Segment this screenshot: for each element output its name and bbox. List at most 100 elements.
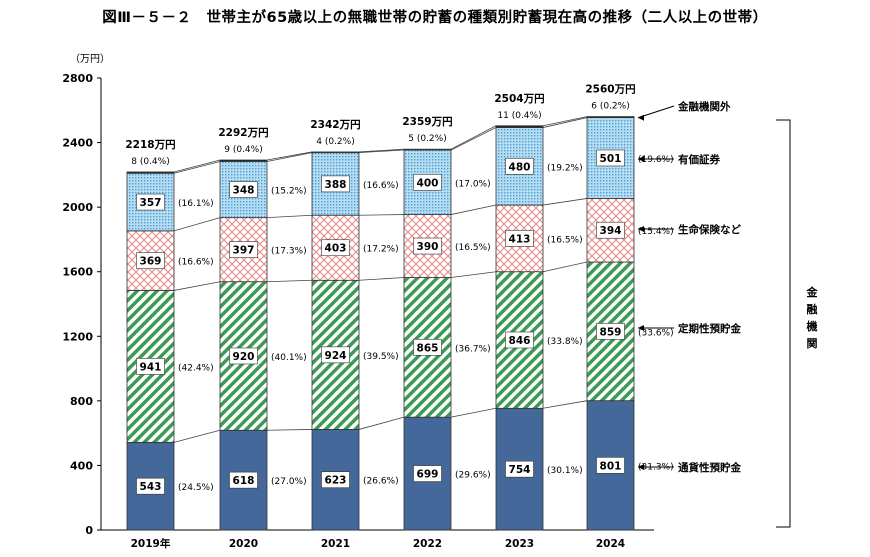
y-tick-label: 1200: [62, 330, 93, 343]
bar-segment: [586, 116, 635, 118]
total-label: 2218万円: [125, 139, 175, 151]
share-label: (30.1%): [547, 466, 583, 476]
value-label: 941: [140, 361, 162, 373]
value-label: 403: [325, 243, 347, 255]
value-label-box: [136, 252, 165, 269]
share-label: (16.6%): [178, 258, 214, 268]
value-label-box: [136, 477, 165, 495]
legend-arrow-head: [638, 156, 644, 162]
share-label: (17.0%): [455, 179, 491, 189]
connector-line: [358, 277, 405, 281]
value-label-box: [229, 347, 258, 365]
value-label-box: [321, 471, 350, 489]
value-label: 865: [417, 342, 439, 354]
value-label-box: [413, 465, 442, 482]
value-label: 920: [233, 351, 255, 363]
value-label-box: [229, 241, 258, 258]
top-segment-label: 8 (0.4%): [131, 157, 169, 167]
connector-line: [542, 261, 588, 273]
connector-line: [173, 217, 221, 232]
bracket-label-char: 融: [807, 302, 818, 316]
share-label: (27.0%): [271, 477, 307, 487]
share-label: (29.6%): [455, 471, 491, 481]
value-label: 754: [509, 464, 531, 476]
bar-segment: [495, 125, 544, 128]
value-label: 413: [509, 233, 531, 245]
legend-arrow-head: [638, 325, 644, 331]
bar-segment: [311, 151, 360, 154]
connector-line: [358, 149, 405, 153]
share-label: (42.4%): [178, 363, 214, 373]
bracket-label-char: 関: [807, 337, 818, 350]
value-label-box: [321, 239, 350, 257]
value-label-box: [413, 237, 442, 255]
connector-line: [542, 400, 588, 409]
connector-line: [450, 125, 497, 150]
connector-line: [450, 407, 497, 418]
value-label: 501: [600, 153, 622, 165]
value-label: 348: [233, 185, 255, 197]
connector-line: [173, 281, 221, 291]
x-tick-label: 2019年: [131, 537, 171, 550]
top-segment-label: 11 (0.4%): [497, 111, 541, 121]
value-label-box: [413, 339, 442, 356]
share-label: (16.1%): [178, 199, 214, 209]
bracket-label-char: 金: [806, 285, 819, 299]
share-label: (24.5%): [178, 483, 214, 493]
connector-line: [358, 214, 405, 216]
value-label: 388: [325, 179, 347, 191]
share-label: (26.6%): [363, 477, 399, 487]
share-label: (33.6%): [638, 328, 674, 338]
legend-label: 生命保険など: [678, 223, 741, 236]
connector-line: [450, 271, 497, 278]
connector-line: [173, 429, 221, 443]
value-label-box: [229, 471, 258, 489]
connector-line: [542, 116, 588, 127]
value-label-box: [596, 323, 625, 340]
connector-line: [266, 214, 313, 219]
value-label-box: [505, 230, 534, 247]
share-label: (16.5%): [547, 235, 583, 245]
value-label: 699: [417, 469, 439, 481]
legend-arrow-head: [638, 114, 644, 121]
value-label-box: [136, 193, 165, 211]
value-label: 618: [233, 475, 255, 487]
value-label: 543: [140, 481, 162, 493]
top-segment-label: 6 (0.2%): [591, 102, 629, 112]
value-label: 357: [140, 197, 162, 209]
value-label-box: [321, 175, 350, 193]
y-tick-label: 1600: [62, 266, 93, 279]
legend-label: 定期性預貯金: [677, 322, 741, 335]
x-tick-label: 2021: [321, 538, 350, 550]
value-label-box: [596, 221, 625, 239]
total-label: 2504万円: [494, 93, 544, 105]
value-label: 390: [417, 241, 439, 253]
bracket-label-char: 機: [807, 319, 818, 333]
share-label: (15.4%): [638, 227, 674, 237]
connector-line: [358, 148, 405, 153]
connector-line: [173, 159, 221, 173]
share-label: (15.2%): [271, 187, 307, 197]
share-label: (17.2%): [363, 245, 399, 255]
x-tick-label: 2020: [229, 538, 258, 550]
connector-line: [542, 117, 588, 128]
connector-line: [450, 127, 497, 151]
value-label: 397: [233, 245, 255, 257]
value-label-box: [413, 173, 442, 191]
value-label: 801: [600, 460, 622, 472]
bar-segment: [311, 152, 360, 216]
share-label: (19.6%): [638, 155, 674, 165]
legend-arrow-head: [638, 464, 644, 470]
legend-label: 有価証券: [678, 153, 720, 166]
share-label: (19.2%): [547, 163, 583, 173]
top-segment-label: 5 (0.2%): [408, 134, 446, 144]
total-label: 2359万円: [402, 116, 452, 128]
connector-line: [266, 152, 313, 162]
value-label-box: [136, 358, 165, 375]
value-label: 400: [417, 177, 439, 189]
top-segment-label: 9 (0.4%): [224, 145, 262, 155]
value-label-box: [229, 181, 258, 198]
total-label: 2560万円: [585, 84, 635, 96]
top-segment-label: 4 (0.2%): [316, 137, 354, 147]
